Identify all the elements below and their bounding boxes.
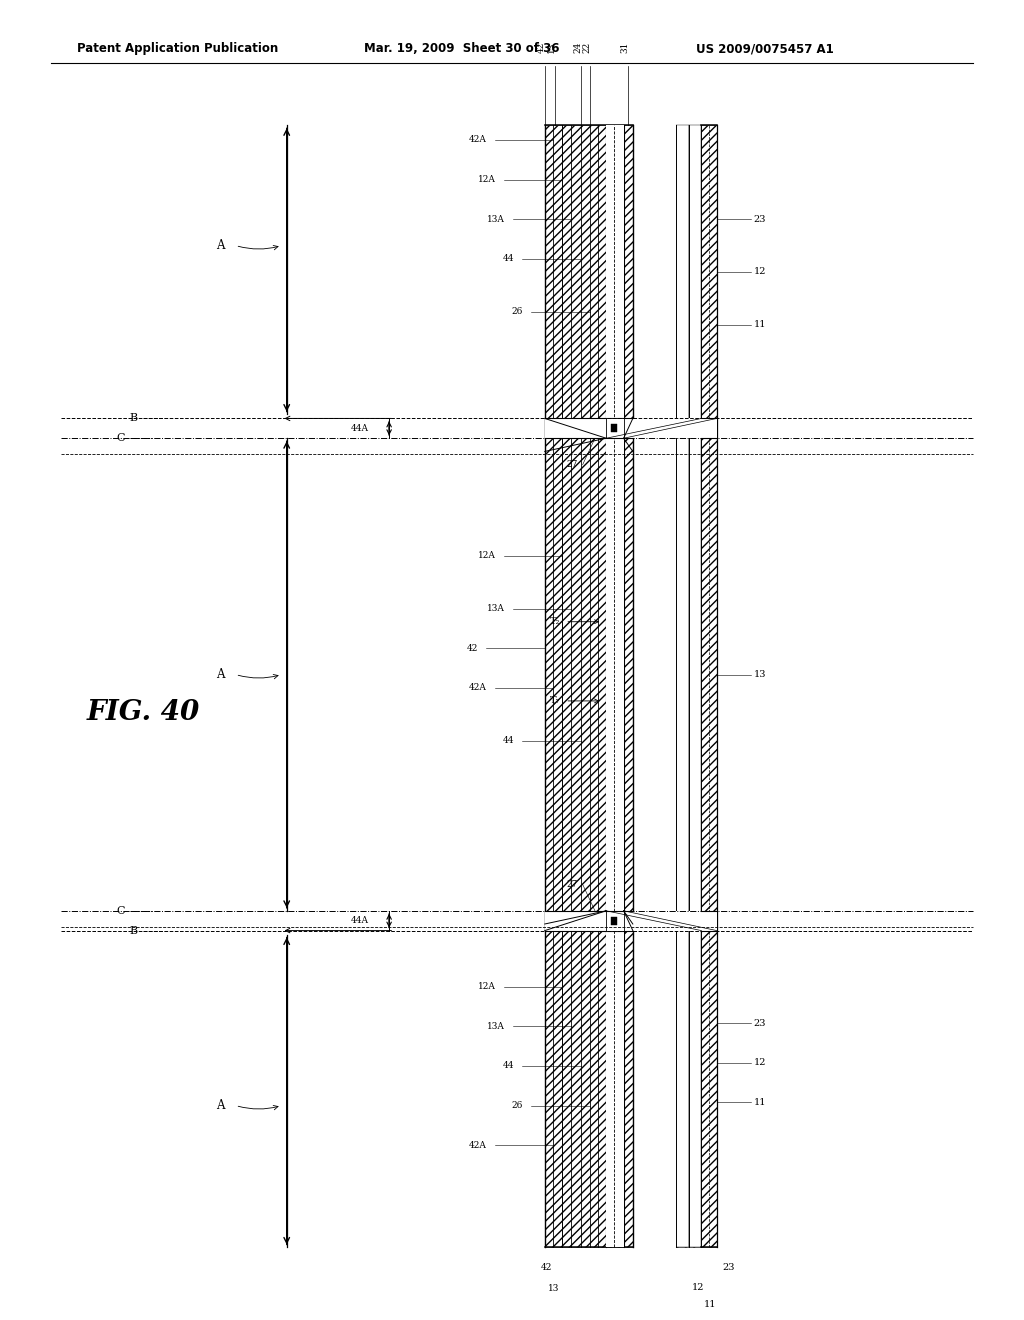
- Text: 13A: 13A: [487, 215, 505, 223]
- Text: US 2009/0075457 A1: US 2009/0075457 A1: [696, 42, 835, 55]
- Text: 11: 11: [754, 321, 766, 329]
- Text: 13A: 13A: [487, 605, 505, 612]
- Text: 42A: 42A: [469, 136, 486, 144]
- Text: 12: 12: [754, 1059, 766, 1067]
- Text: 26: 26: [512, 1101, 523, 1110]
- Text: 26: 26: [512, 308, 523, 315]
- Text: 44A: 44A: [350, 424, 369, 433]
- Polygon shape: [606, 911, 624, 931]
- Polygon shape: [676, 125, 717, 1247]
- Text: A: A: [216, 239, 224, 252]
- Text: C: C: [117, 433, 125, 444]
- Polygon shape: [611, 916, 617, 924]
- Text: 12: 12: [692, 1283, 705, 1292]
- Polygon shape: [545, 125, 633, 1247]
- Text: 44: 44: [503, 1061, 514, 1071]
- Polygon shape: [545, 418, 633, 438]
- Text: 42A: 42A: [469, 1140, 486, 1150]
- Text: 24: 24: [573, 41, 582, 53]
- Text: 12A: 12A: [478, 982, 496, 991]
- Polygon shape: [606, 418, 624, 438]
- Text: 44: 44: [503, 737, 514, 744]
- Polygon shape: [633, 125, 676, 1247]
- Text: 42A: 42A: [469, 684, 486, 692]
- Text: C: C: [117, 906, 125, 916]
- Text: 13: 13: [754, 671, 766, 678]
- Text: 23: 23: [722, 1263, 734, 1272]
- Polygon shape: [676, 125, 689, 1247]
- Text: 13A: 13A: [487, 1022, 505, 1031]
- Text: A: A: [216, 1100, 224, 1111]
- Polygon shape: [633, 418, 717, 438]
- Text: 42: 42: [538, 41, 546, 53]
- Text: 31: 31: [621, 41, 629, 53]
- Text: 23: 23: [754, 1019, 766, 1027]
- Text: 44: 44: [503, 255, 514, 263]
- Polygon shape: [611, 425, 617, 433]
- Text: 12A: 12A: [478, 176, 496, 183]
- Text: 13: 13: [548, 1284, 560, 1294]
- Polygon shape: [545, 911, 633, 931]
- Text: 12A: 12A: [478, 552, 496, 560]
- Polygon shape: [633, 911, 717, 931]
- Text: 22: 22: [583, 41, 591, 53]
- Text: 13: 13: [548, 41, 556, 53]
- Text: 42: 42: [541, 1263, 553, 1272]
- Text: 27: 27: [566, 461, 578, 469]
- Text: B: B: [129, 413, 137, 424]
- Text: 23: 23: [754, 215, 766, 223]
- Polygon shape: [606, 125, 624, 1247]
- Text: 12: 12: [754, 268, 766, 276]
- Text: B: B: [129, 925, 137, 936]
- Text: A: A: [216, 668, 224, 681]
- Polygon shape: [545, 125, 633, 1247]
- Text: 27: 27: [566, 880, 578, 888]
- Text: Patent Application Publication: Patent Application Publication: [77, 42, 279, 55]
- Text: 11: 11: [754, 1098, 766, 1106]
- Text: Mar. 19, 2009  Sheet 30 of 36: Mar. 19, 2009 Sheet 30 of 36: [364, 42, 559, 55]
- Text: 11: 11: [703, 1300, 716, 1309]
- Polygon shape: [689, 125, 701, 1247]
- Text: 44A: 44A: [350, 916, 369, 925]
- Text: FIG. 40: FIG. 40: [87, 700, 200, 726]
- Text: 42: 42: [467, 644, 478, 652]
- Text: T₂: T₂: [550, 618, 560, 626]
- Text: T₇: T₇: [550, 697, 560, 705]
